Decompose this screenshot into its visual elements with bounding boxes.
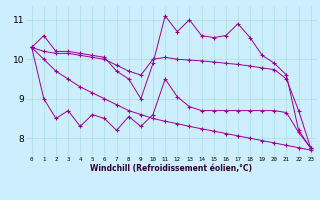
X-axis label: Windchill (Refroidissement éolien,°C): Windchill (Refroidissement éolien,°C) [90,164,252,173]
